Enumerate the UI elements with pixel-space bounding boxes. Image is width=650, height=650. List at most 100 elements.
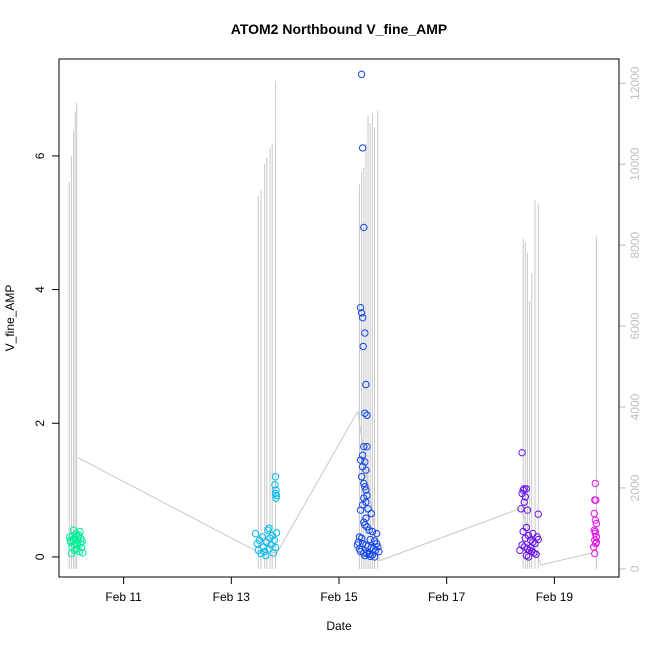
scatter-point: [358, 451, 367, 460]
x-tick-label: Feb 13: [213, 590, 251, 604]
scatter-point: [530, 549, 538, 557]
scatter-point: [362, 380, 370, 389]
scatter-point: [526, 543, 535, 552]
scatter-point: [375, 547, 383, 556]
scatter-point: [271, 481, 279, 489]
scatter-point: [516, 546, 524, 554]
scatter-point: [592, 496, 600, 504]
scatter-point: [519, 527, 527, 536]
y-tick-label: 4: [33, 286, 47, 293]
scatter-point: [272, 529, 281, 537]
axis-layer: Feb 11 Feb 13 Feb 15 Feb 17 Feb 19 0 2 4 6 0 2000 4…: [33, 66, 642, 604]
scatter-point: [591, 479, 600, 488]
scatter-point: [271, 473, 280, 481]
scatter-point: [66, 536, 75, 544]
scatter-point: [359, 342, 367, 351]
scatter-point: [372, 539, 381, 548]
scatter-point: [265, 524, 273, 532]
line-connector: [77, 457, 256, 552]
scatter-point: [592, 538, 601, 546]
scatter-point: [518, 448, 526, 457]
y-tick-label: 0: [33, 553, 47, 560]
scatter-point: [272, 486, 280, 494]
scatter-point: [590, 526, 598, 534]
scatter-point: [262, 551, 270, 560]
scatter-point: [271, 543, 280, 552]
scatter-point: [519, 486, 527, 494]
y2-tick-label: 10000: [628, 147, 642, 181]
scatter-point: [361, 409, 369, 417]
scatter-point: [368, 527, 377, 536]
scatter-point: [353, 541, 362, 549]
scatter-point: [522, 485, 531, 493]
scatter-point: [78, 537, 86, 546]
scatter-point: [78, 549, 87, 557]
scatter-point: [366, 552, 374, 560]
scatter-point: [370, 553, 379, 561]
line-connector: [540, 552, 594, 566]
scatter-point: [362, 486, 370, 494]
scatter-point: [75, 531, 83, 539]
scatter-point: [272, 494, 280, 502]
scatter-point: [362, 466, 370, 474]
scatter-point: [356, 456, 365, 464]
scatter-point: [356, 506, 365, 514]
scatter-point: [520, 498, 528, 506]
line-connector: [276, 410, 359, 553]
scatter-point: [360, 442, 368, 451]
scatter-point: [523, 506, 532, 514]
y2-tick-label: 0: [628, 565, 642, 572]
y2-tick-label: 6000: [628, 312, 642, 339]
scatter-point: [355, 545, 364, 553]
scatter-point: [532, 550, 540, 558]
scatter-point: [522, 551, 531, 560]
scatter-point: [361, 458, 369, 466]
scatter-point: [529, 529, 537, 538]
scatter-point: [367, 509, 376, 518]
scatter-point: [358, 144, 367, 152]
y2-tick-label: 8000: [628, 231, 642, 258]
scatter-point: [363, 442, 371, 451]
scatter-point: [361, 329, 369, 337]
y-tick-label: 2: [33, 420, 47, 427]
line-connector: [379, 507, 522, 562]
scatter-point: [592, 519, 601, 528]
y2-tick-label: 2000: [628, 474, 642, 501]
y-tick-label: 6: [33, 152, 47, 159]
y2-tick-label: 12000: [628, 66, 642, 100]
scatter-point: [591, 549, 599, 558]
scatter-point: [361, 483, 369, 491]
scatter-point: [361, 521, 369, 529]
x-tick-label: Feb 17: [428, 590, 466, 604]
scatter-point: [365, 526, 373, 534]
scatter-point: [360, 479, 368, 488]
scatter-point: [355, 533, 364, 541]
scatter-point: [257, 549, 265, 558]
scatter-point: [70, 546, 79, 554]
scatter-point: [520, 485, 528, 493]
scatter-point: [251, 529, 260, 538]
scatter-point: [357, 473, 366, 481]
scatter-point: [357, 309, 366, 317]
scatter-point: [76, 539, 85, 548]
plot-frame: [58, 58, 620, 578]
scatter-point: [591, 516, 600, 524]
scatter-point: [69, 526, 78, 534]
scatter-point: [75, 547, 84, 556]
x-tick-label: Feb 15: [320, 590, 358, 604]
scatter-point: [360, 223, 368, 232]
scatter-point: [368, 551, 377, 559]
scatter-point: [534, 535, 542, 544]
scatter-point: [258, 533, 267, 541]
scatter-point: [524, 553, 533, 561]
y2-tick-label: 4000: [628, 393, 642, 420]
scatter-point: [372, 529, 381, 538]
scatter-point: [521, 493, 530, 501]
chart-title: ATOM2 Northbound V_fine_AMP: [231, 21, 447, 37]
scatter-point: [356, 303, 365, 312]
scatter-point: [272, 491, 281, 500]
plot-layer: [66, 70, 601, 569]
scatter-point: [358, 313, 367, 322]
x-tick-label: Feb 11: [105, 590, 142, 604]
